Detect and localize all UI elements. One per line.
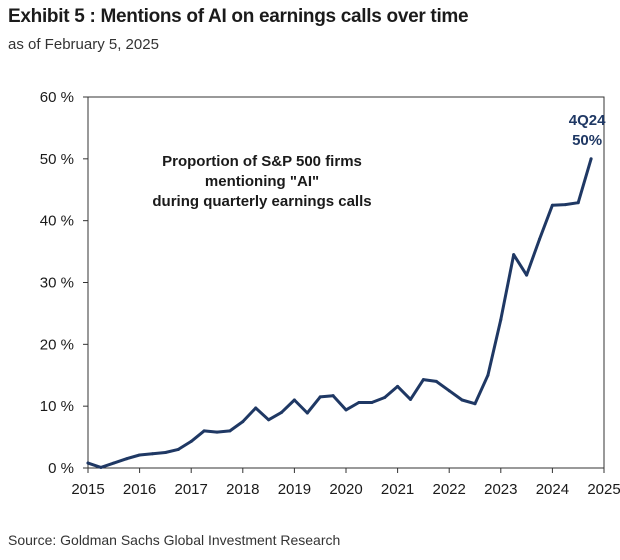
x-tick-label: 2019 — [278, 481, 311, 498]
x-tick-label: 2025 — [587, 481, 620, 498]
data-point — [370, 400, 374, 404]
annotation-line-2: mentioning "AI" — [205, 173, 319, 190]
data-point — [460, 398, 464, 402]
data-point — [125, 457, 129, 461]
data-point — [563, 203, 567, 207]
x-tick-label: 2017 — [175, 481, 208, 498]
data-point — [576, 201, 580, 205]
data-point — [292, 398, 296, 402]
data-point — [228, 429, 232, 433]
data-point — [344, 408, 348, 412]
data-point — [86, 461, 90, 465]
data-point — [305, 411, 309, 415]
data-point — [434, 379, 438, 383]
source-note: Source: Goldman Sachs Global Investment … — [8, 532, 341, 548]
data-point — [151, 452, 154, 456]
chart-title: Exhibit 5 : Mentions of AI on earnings c… — [8, 6, 469, 27]
data-point — [486, 373, 490, 377]
data-point — [176, 447, 180, 451]
data-point — [421, 378, 425, 382]
data-point — [499, 318, 503, 322]
data-point — [525, 273, 529, 277]
y-tick-label: 60 % — [40, 89, 74, 106]
data-point — [241, 420, 245, 424]
annotation-line-1: Proportion of S&P 500 firms — [162, 153, 362, 170]
y-tick-label: 50 % — [40, 151, 74, 168]
data-point — [99, 465, 103, 469]
data-point — [189, 439, 193, 443]
y-tick-label: 10 % — [40, 398, 74, 415]
data-point — [538, 237, 541, 241]
y-tick-label: 0 % — [48, 460, 74, 477]
data-point — [254, 406, 258, 410]
data-point — [215, 430, 219, 434]
series-line-ai-mentions — [86, 157, 593, 469]
x-tick-label: 2015 — [71, 481, 104, 498]
line-chart: 0 % 10 % 20 % 30 % 40 % 50 % 60 % 2015 2016 2017… — [40, 89, 620, 498]
x-tick-label: 2018 — [226, 481, 259, 498]
data-point — [202, 429, 206, 433]
data-point — [112, 461, 116, 465]
data-point — [383, 396, 387, 400]
data-point — [138, 453, 142, 457]
data-point — [589, 157, 593, 161]
chart-subtitle: as of February 5, 2025 — [8, 36, 159, 53]
x-tick-label: 2023 — [484, 481, 517, 498]
data-point — [447, 389, 451, 393]
data-point — [163, 451, 167, 455]
y-tick-label: 40 % — [40, 213, 74, 230]
data-point — [409, 397, 412, 401]
x-tick-label: 2020 — [329, 481, 362, 498]
data-point — [396, 384, 400, 388]
data-point — [512, 253, 516, 257]
x-tick-label: 2024 — [536, 481, 569, 498]
y-tick-label: 30 % — [40, 275, 74, 292]
data-point — [267, 418, 271, 422]
x-tick-label: 2022 — [433, 481, 466, 498]
y-tick-label: 20 % — [40, 336, 74, 353]
data-point — [318, 395, 322, 399]
data-point — [550, 203, 554, 207]
end-label-value: 50% — [572, 132, 602, 149]
data-point — [280, 410, 283, 414]
annotation-line-3: during quarterly earnings calls — [152, 193, 371, 210]
end-label-period: 4Q24 — [569, 112, 606, 129]
data-point — [473, 402, 477, 406]
data-point — [331, 394, 335, 398]
x-tick-label: 2016 — [123, 481, 156, 498]
data-point — [357, 400, 361, 404]
x-tick-label: 2021 — [381, 481, 414, 498]
